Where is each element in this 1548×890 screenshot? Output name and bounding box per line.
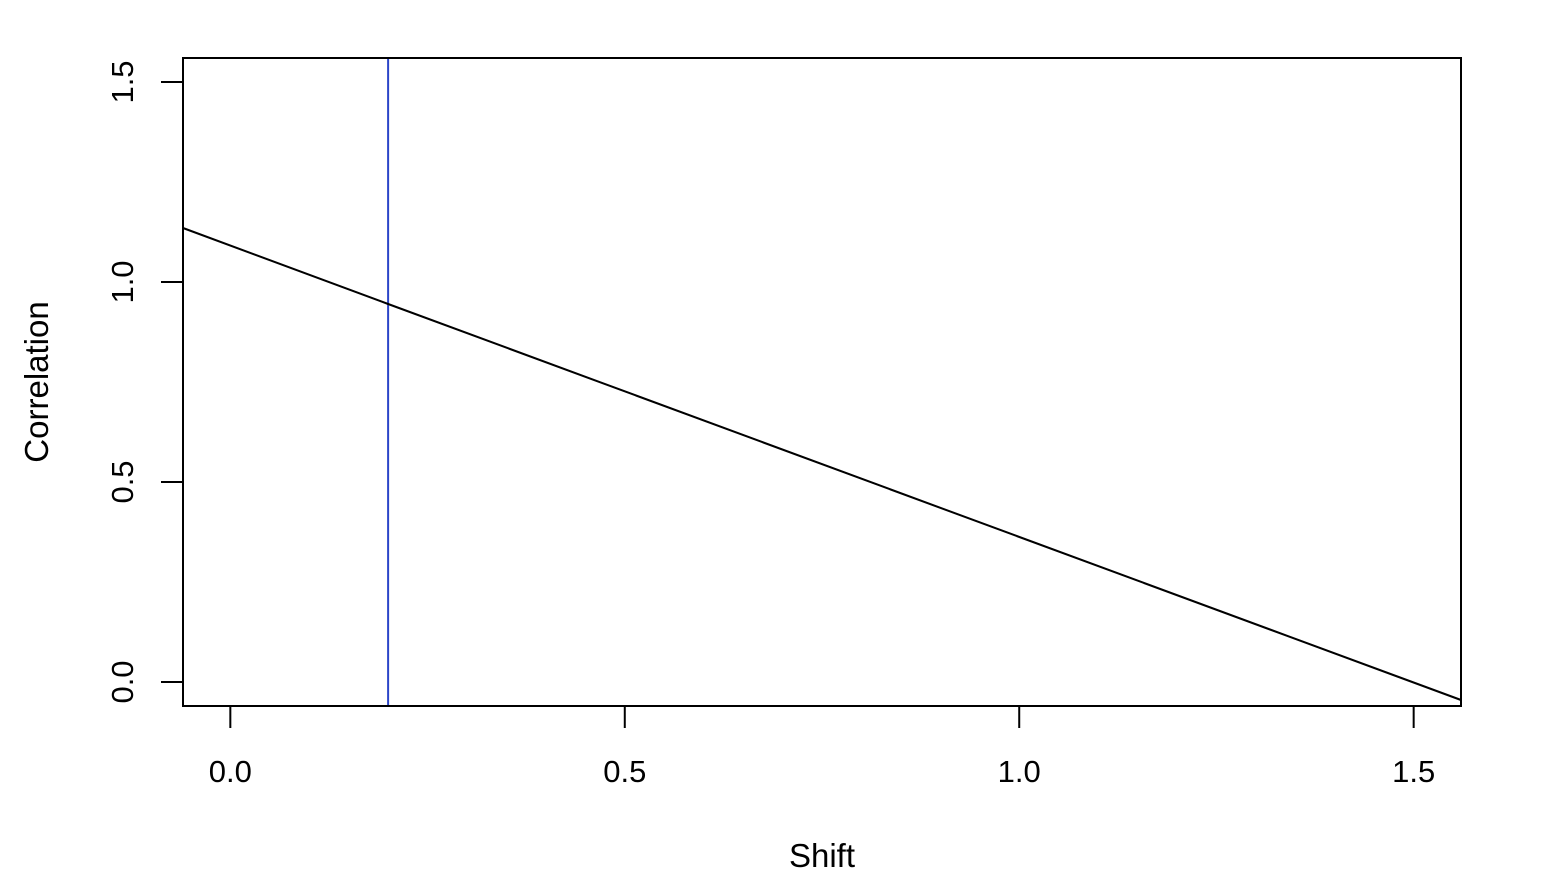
x-axis-title: Shift (789, 837, 855, 874)
x-tick-label: 0.0 (209, 754, 252, 789)
x-axis: 0.0 0.5 1.0 1.5 (209, 705, 1435, 789)
y-axis: 0.0 0.5 1.0 1.5 (105, 60, 184, 704)
y-tick-label: 0.0 (105, 660, 140, 703)
x-tick-label: 1.5 (1392, 754, 1435, 789)
series-line (182, 227, 1462, 701)
plot-frame (182, 57, 1462, 707)
y-tick-label: 1.5 (105, 60, 140, 103)
y-tick-label: 0.5 (105, 460, 140, 503)
y-tick-label: 1.0 (105, 260, 140, 303)
y-axis-title: Correlation (18, 301, 55, 462)
series-layer (182, 227, 1462, 701)
x-tick-label: 1.0 (998, 754, 1041, 789)
x-tick-label: 0.5 (603, 754, 646, 789)
